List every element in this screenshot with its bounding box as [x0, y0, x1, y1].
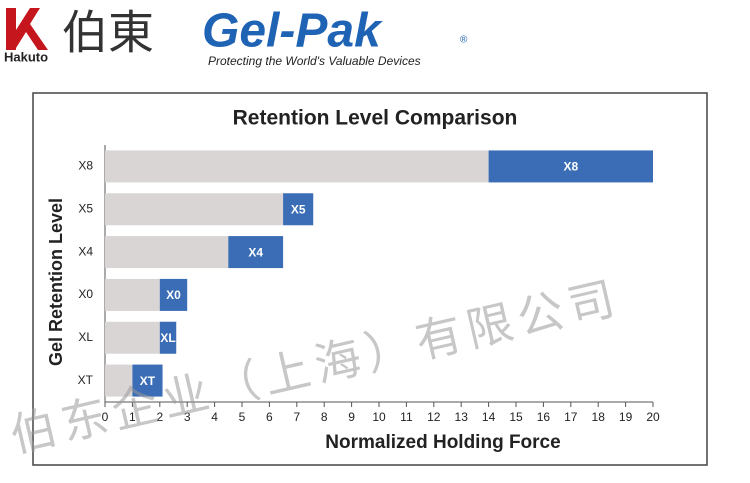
x-tick-label: 13: [455, 410, 469, 424]
x-tick-label: 20: [646, 410, 660, 424]
x-tick-label: 17: [564, 410, 578, 424]
x-tick-label: 19: [619, 410, 633, 424]
y-axis-label: Gel Retention Level: [46, 198, 66, 366]
y-tick-label: X5: [78, 201, 93, 215]
x-tick-label: 18: [592, 410, 606, 424]
x-tick-label: 9: [348, 410, 355, 424]
x-tick-label: 15: [509, 410, 523, 424]
x-tick-label: 8: [321, 410, 328, 424]
bar-segment: [159, 278, 188, 311]
bar-segment: [105, 150, 489, 183]
chart-title: Retention Level Comparison: [233, 107, 518, 130]
x-tick-label: 0: [102, 410, 109, 424]
bar-label: X5: [291, 202, 306, 216]
registered: ®: [460, 35, 468, 46]
bar-label: X4: [248, 245, 263, 259]
x-tick-label: 5: [239, 410, 246, 424]
x-tick-label: 1: [129, 410, 136, 424]
tagline: Protecting the World's Valuable Devices: [208, 54, 421, 68]
x-axis-label: Normalized Holding Force: [325, 432, 560, 453]
x-tick-label: 4: [211, 410, 218, 424]
bar-segment: [105, 364, 133, 397]
bar-segment: [105, 193, 284, 226]
x-tick-label: 12: [427, 410, 441, 424]
x-tick-label: 10: [372, 410, 386, 424]
bar-segment: [105, 236, 229, 269]
x-tick-label: 6: [266, 410, 273, 424]
bar-segment: [488, 150, 653, 183]
x-tick-label: 16: [537, 410, 551, 424]
y-tick-label: X4: [78, 244, 93, 258]
bar-segment: [283, 193, 314, 226]
y-tick-label: XT: [78, 373, 94, 387]
x-tick-label: 2: [156, 410, 163, 424]
x-tick-label: 14: [482, 410, 496, 424]
brand: Gel-Pak: [202, 5, 383, 58]
hakuto-logo: [6, 8, 48, 50]
hakuto-cn: 伯東: [62, 6, 154, 60]
y-tick-label: X8: [78, 159, 93, 173]
bar-label: X0: [166, 288, 181, 302]
bar-segment: [105, 278, 160, 311]
bar-segment: [105, 321, 160, 354]
bar-label: XL: [160, 331, 175, 345]
hakuto-name: Hakuto: [4, 49, 48, 64]
bar-label: XT: [140, 374, 156, 388]
bar-segment: [132, 364, 163, 397]
x-tick-label: 7: [293, 410, 300, 424]
bar-label: X8: [563, 160, 578, 174]
bar-segment: [228, 236, 284, 269]
x-tick-label: 3: [184, 410, 191, 424]
y-tick-label: X0: [78, 287, 93, 301]
y-tick-label: XL: [78, 330, 93, 344]
bar-segment: [159, 321, 177, 354]
x-tick-label: 11: [400, 410, 413, 424]
